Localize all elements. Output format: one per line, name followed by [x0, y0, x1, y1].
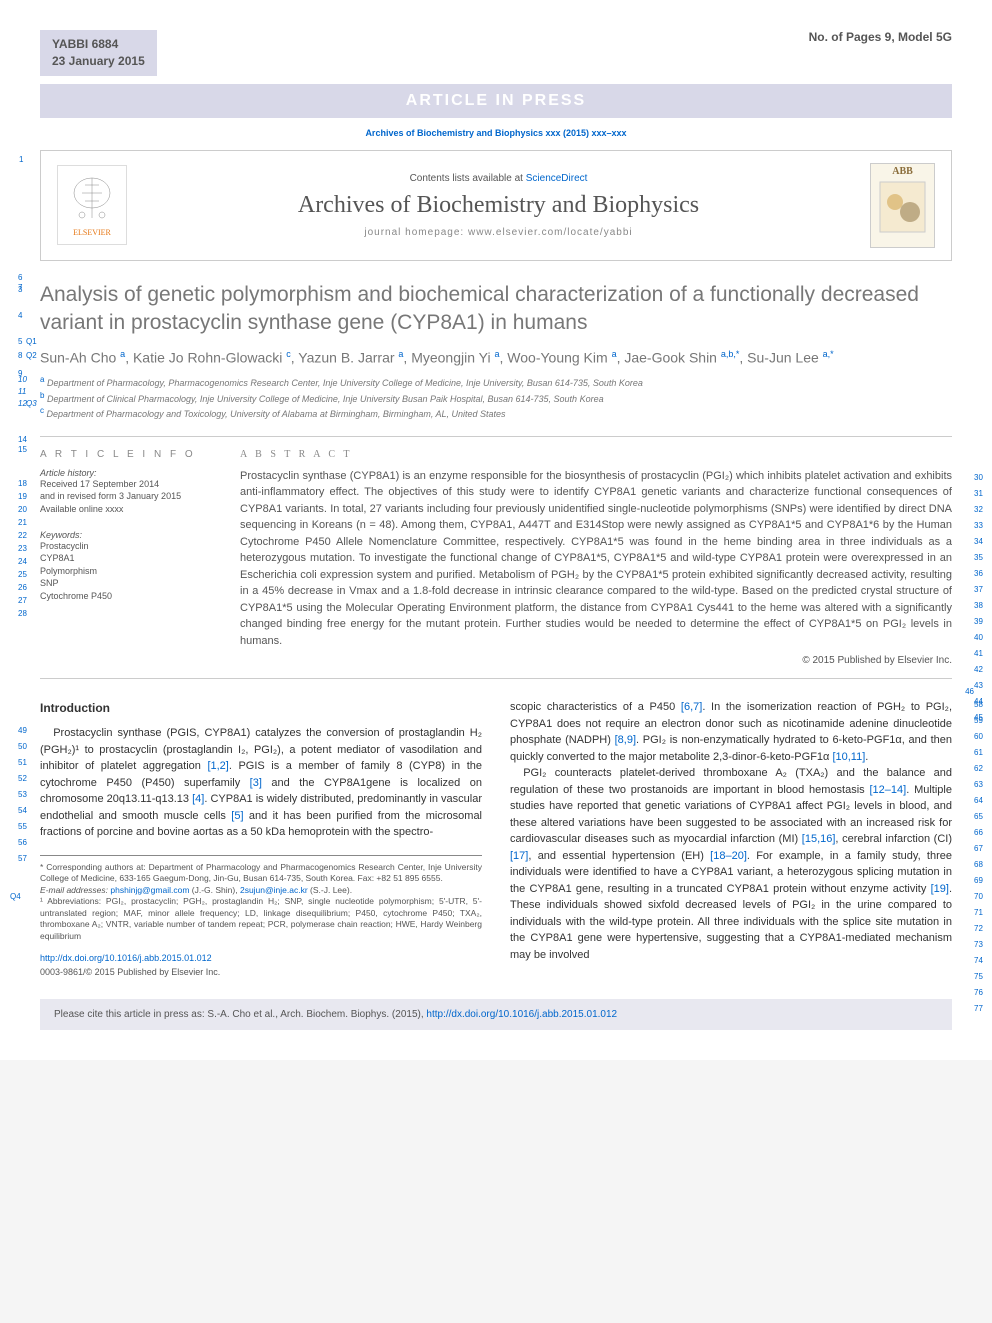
publisher-name: ELSEVIER: [73, 228, 111, 237]
author-list: Sun-Ah Cho a, Katie Jo Rohn-Glowacki c, …: [40, 349, 952, 366]
intro-paragraph-1: Prostacyclin synthase (PGIS, CYP8A1) cat…: [40, 725, 482, 841]
journal-homepage: journal homepage: www.elsevier.com/locat…: [127, 227, 870, 238]
article-title: Analysis of genetic polymorphism and bio…: [40, 281, 952, 338]
corresponding-author-note: * Corresponding authors at: Department o…: [40, 862, 482, 885]
citation-doi-link[interactable]: http://dx.doi.org/10.1016/j.abb.2015.01.…: [426, 1009, 617, 1020]
affiliations: 10 11 12 Q3 a Department of Pharmacology…: [40, 374, 952, 421]
body-column-left: 495051525354555657 Introduction Prostacy…: [40, 699, 482, 979]
article-in-press-banner: ARTICLE IN PRESS: [40, 84, 952, 118]
body-paragraph-r1: scopic characteristics of a P450 [6,7]. …: [510, 699, 952, 765]
history-text: Received 17 September 2014 and in revise…: [40, 478, 220, 516]
abstract-heading: A B S T R A C T: [240, 449, 952, 460]
journal-cover-thumbnail: ABB: [870, 163, 935, 248]
keywords-label: Keywords:: [40, 530, 220, 540]
citation-reference-line: Archives of Biochemistry and Biophysics …: [40, 128, 952, 138]
footnotes-block: Q4 * Corresponding authors at: Departmen…: [40, 855, 482, 942]
email-addresses: E-mail addresses: phshinjg@gmail.com (J.…: [40, 885, 482, 896]
article-code: YABBI 6884: [52, 36, 145, 53]
email-link-shin[interactable]: phshinjg@gmail.com: [110, 885, 189, 895]
article-info-sidebar: 1819202122232425262728 A R T I C L E I N…: [40, 449, 240, 667]
doi-block: http://dx.doi.org/10.1016/j.abb.2015.01.…: [40, 952, 482, 979]
sciencedirect-link[interactable]: ScienceDirect: [526, 173, 588, 184]
keywords-list: Prostacyclin CYP8A1 Polymorphism SNP Cyt…: [40, 540, 220, 603]
query-marker-q2: Q2: [26, 351, 37, 360]
citation-footer: Please cite this article in press as: S.…: [40, 999, 952, 1030]
elsevier-logo: ELSEVIER: [57, 165, 127, 245]
line-number: 8: [18, 351, 22, 360]
info-abstract-row: 14 15 1819202122232425262728 A R T I C L…: [40, 436, 952, 680]
line-number: 46: [965, 687, 974, 696]
journal-masthead: 1 ELSEVIER Contents lists available at S…: [40, 150, 952, 261]
line-number: 4: [18, 311, 22, 320]
proof-header: YABBI 6884 23 January 2015 No. of Pages …: [40, 30, 952, 76]
issn-copyright: 0003-9861/© 2015 Published by Elsevier I…: [40, 967, 220, 977]
abstract-copyright: © 2015 Published by Elsevier Inc.: [240, 655, 952, 666]
abstract-column: 30313233343536373839404142434445 A B S T…: [240, 449, 952, 667]
query-marker-q1: Q1: [26, 337, 37, 346]
article-title-block: 3 4 5 Q1 Analysis of genetic polymorphis…: [40, 281, 952, 338]
line-number: 1: [19, 155, 23, 164]
cover-art-icon: [875, 177, 930, 237]
query-marker-q4: Q4: [10, 892, 21, 903]
line-number: 5: [18, 337, 22, 346]
query-marker-q3: Q3: [26, 398, 37, 409]
line-number: 6: [18, 273, 22, 282]
page-model-info: No. of Pages 9, Model 5G: [809, 30, 952, 44]
introduction-heading: Introduction: [40, 699, 482, 717]
email-link-lee[interactable]: 2sujun@inje.ac.kr: [240, 885, 308, 895]
elsevier-tree-icon: [67, 173, 117, 228]
affiliation-c: c Department of Pharmacology and Toxicol…: [40, 405, 952, 421]
doi-link[interactable]: http://dx.doi.org/10.1016/j.abb.2015.01.…: [40, 953, 212, 963]
affiliation-a: a Department of Pharmacology, Pharmacoge…: [40, 374, 952, 390]
line-number: 3: [18, 285, 22, 294]
journal-title: Archives of Biochemistry and Biophysics: [127, 192, 870, 219]
body-column-right: 5859606162636465666768697071727374757677…: [510, 699, 952, 979]
line-number: 10: [18, 374, 27, 385]
article-info-heading: A R T I C L E I N F O: [40, 449, 220, 460]
line-number: 14: [18, 435, 27, 444]
line-number: 11: [18, 386, 26, 397]
contents-available: Contents lists available at ScienceDirec…: [127, 173, 870, 184]
affiliation-b: b Department of Clinical Pharmacology, I…: [40, 390, 952, 406]
article-code-box: YABBI 6884 23 January 2015: [40, 30, 157, 76]
body-two-column: 495051525354555657 Introduction Prostacy…: [40, 699, 952, 979]
body-paragraph-r2: PGI₂ counteracts platelet-derived thromb…: [510, 765, 952, 963]
line-number: 15: [18, 445, 27, 454]
abstract-text: Prostacyclin synthase (CYP8A1) is an enz…: [240, 468, 952, 650]
history-label: Article history:: [40, 468, 220, 478]
abbreviations-note: ¹ Abbreviations: PGI₂, prostacyclin; PGH…: [40, 896, 482, 942]
proof-date: 23 January 2015: [52, 53, 145, 70]
